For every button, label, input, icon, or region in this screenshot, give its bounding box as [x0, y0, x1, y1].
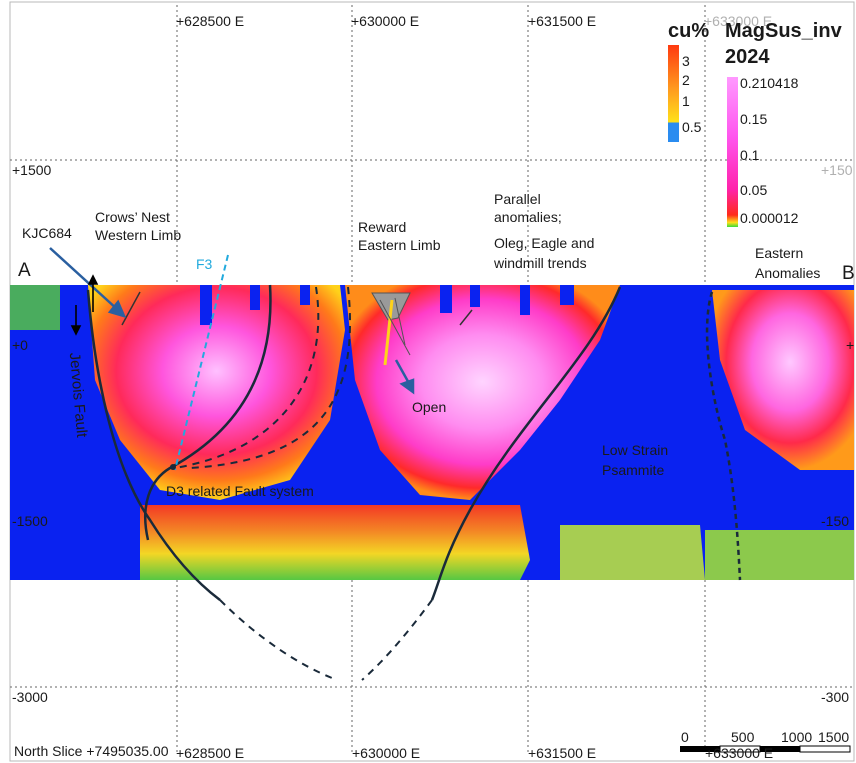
left-elev-0: +0 [12, 337, 28, 353]
parallel-line1: Parallel [494, 191, 541, 207]
kjc684-label: KJC684 [22, 225, 72, 241]
top-easting-1: +628500 E [176, 13, 245, 29]
left-elev-1500: +1500 [12, 162, 52, 178]
bottom-easting-3: +631500 E [528, 745, 597, 761]
central-anomaly [345, 285, 620, 500]
magsus-legend-title-1: MagSus_inv [725, 20, 842, 42]
fault-junction [170, 464, 176, 470]
top-easting-4: +633000 E [704, 13, 773, 29]
kjc684-trace [121, 291, 141, 326]
magsus-legend-01: 0.1 [740, 147, 760, 163]
reward-projection [361, 599, 433, 681]
open-label: Open [412, 399, 447, 415]
magsus-color-bar [727, 77, 738, 227]
parallel-line4: windmill trends [494, 255, 587, 271]
reward-east-fault [430, 286, 622, 601]
d3-splay-2 [189, 286, 352, 469]
parallel-line2: anomalies; [494, 209, 562, 225]
reward-line2: Eastern Limb [358, 237, 441, 253]
bottom-easting-4: +633000 E [705, 745, 774, 761]
right-elev-minus3000: -300 [821, 689, 850, 705]
cu-legend-title: cu% [668, 20, 710, 42]
cu-legend-1: 1 [682, 93, 690, 109]
slice-label: North Slice +7495035.00 [14, 743, 169, 759]
right-elev-1500: +150 [821, 162, 853, 178]
cu-legend-0-5: 0.5 [682, 119, 702, 135]
scale-tick-500: 500 [731, 729, 755, 745]
eastern-anomaly [712, 290, 854, 470]
scale-bar [680, 745, 851, 753]
f3-label: F3 [196, 256, 213, 272]
eastern-line2: Anomalies [755, 265, 821, 281]
lower-band-east [560, 525, 705, 580]
low-strain-line1: Low Strain [602, 442, 669, 458]
bottom-easting-1: +628500 E [176, 745, 245, 761]
offset-arrows [70, 274, 99, 336]
top-easting-3: +631500 E [528, 13, 597, 29]
bottom-easting-2: +630000 E [352, 745, 421, 761]
low-strain-line2: Psammite [602, 462, 665, 478]
lower-band-far-east [705, 530, 854, 580]
d3-fault-label: D3 related Fault system [166, 483, 314, 499]
right-elev-minus1500: -150 [821, 513, 850, 529]
section-end-b: B [842, 263, 855, 284]
magsus-legend-0000012: 0.000012 [740, 210, 799, 226]
eastern-fault [705, 291, 742, 581]
left-elev-minus3000: -3000 [12, 689, 48, 705]
scale-tick-1000: 1000 [781, 729, 813, 745]
magsus-legend-015: 0.15 [740, 111, 768, 127]
section-end-a: A [18, 260, 31, 281]
drillhole-reward [371, 292, 411, 366]
magsus-legend-005: 0.05 [740, 182, 768, 198]
d3-fault-main [144, 284, 272, 541]
cu-legend-2: 2 [682, 72, 690, 88]
jervois-projection [219, 599, 333, 679]
right-elev-0: + [846, 337, 855, 353]
cu-color-bar [668, 45, 679, 142]
scale-tick-1500: 1500 [818, 729, 850, 745]
lower-band [140, 505, 530, 580]
crows-nest-line1: Crows’ Nest [95, 209, 170, 225]
cu-legend-3: 3 [682, 53, 690, 69]
surface-green [10, 285, 60, 330]
leader-arrows [49, 247, 415, 395]
crows-nest-line2: Western Limb [95, 227, 182, 243]
western-anomaly [88, 285, 345, 500]
surface-notches [200, 285, 574, 325]
fault-projections [174, 286, 433, 681]
reward-line1: Reward [358, 219, 407, 235]
fault-lines [86, 284, 742, 601]
magsus-legend-0210418: 0.210418 [740, 75, 799, 91]
eastern-line1: Eastern [755, 245, 804, 261]
jervois-fault-line [86, 289, 221, 601]
left-elev-minus1500: -1500 [12, 513, 48, 529]
parallel-line3: Oleg, Eagle and [494, 235, 595, 251]
scale-tick-0: 0 [681, 729, 689, 745]
top-easting-2: +630000 E [351, 13, 420, 29]
short-hole [459, 309, 473, 326]
f3-line [174, 254, 229, 471]
magsus-legend-title-2: 2024 [725, 46, 770, 68]
